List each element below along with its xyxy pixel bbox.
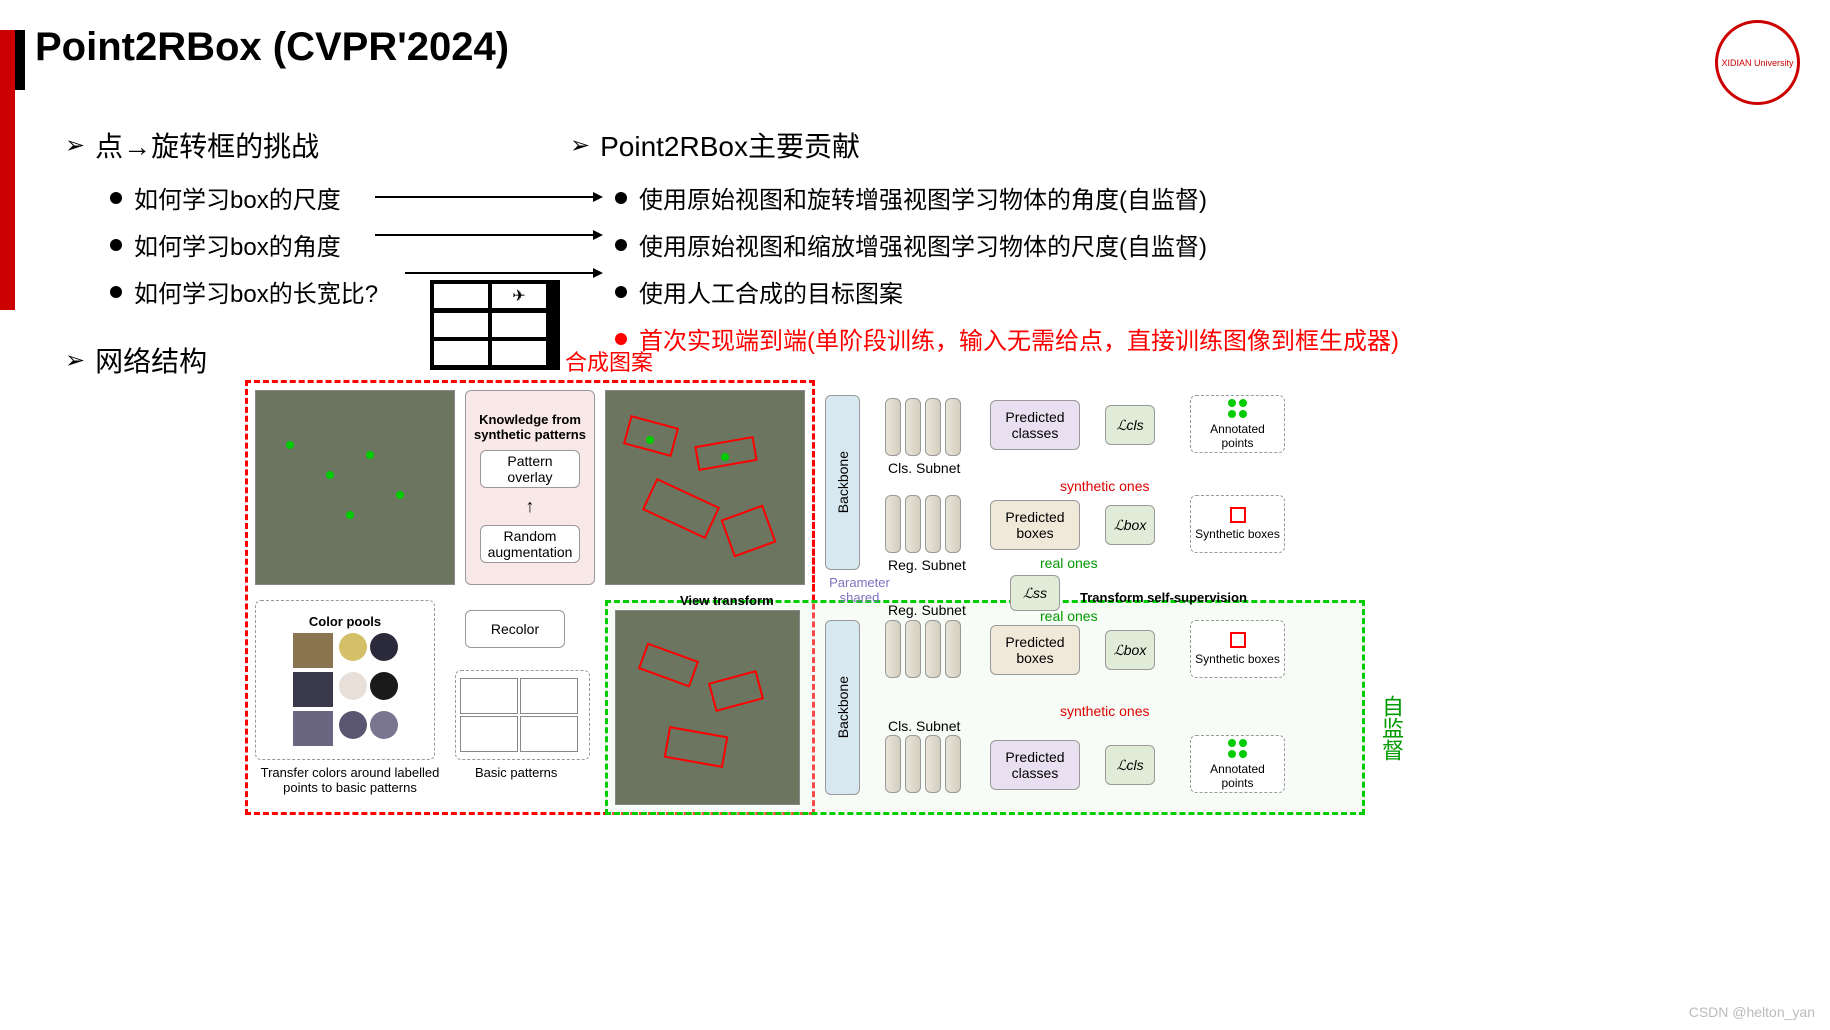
pattern-overlay-box: Pattern overlay xyxy=(480,450,580,488)
knowledge-box: Knowledge from synthetic patterns Patter… xyxy=(465,390,595,585)
arrow-1 xyxy=(375,196,595,198)
annotated-label-2: Annotated points xyxy=(1195,762,1280,790)
accent-bar xyxy=(0,30,15,310)
right-list: 使用原始视图和旋转增强视图学习物体的角度(自监督) 使用原始视图和缩放增强视图学… xyxy=(615,180,1399,356)
reg-subnet-label-top: Reg. Subnet xyxy=(888,557,966,573)
synthetic-label-2: Synthetic boxes xyxy=(1195,652,1280,666)
basic-patterns-box xyxy=(455,670,590,760)
pred-classes-top: Predicted classes xyxy=(990,400,1080,450)
watermark: CSDN @helton_yan xyxy=(1689,1004,1815,1020)
right-section: ➢ Point2RBox主要贡献 使用原始视图和旋转增强视图学习物体的角度(自监… xyxy=(570,125,1399,368)
arrow-3 xyxy=(405,272,595,274)
cls-subnet-bottom xyxy=(885,735,965,793)
bullet-icon xyxy=(615,286,627,298)
bullet-icon xyxy=(110,192,122,204)
backbone-label: Backbone xyxy=(835,451,851,513)
left-item-0: 如何学习box的尺度 xyxy=(110,180,378,215)
bullet-icon xyxy=(110,239,122,251)
self-supervision-label: 自监督 xyxy=(1375,695,1407,761)
synthetic-ones-top: synthetic ones xyxy=(1060,478,1150,494)
chevron-icon: ➢ xyxy=(65,131,85,160)
right-item-0: 使用原始视图和旋转增强视图学习物体的角度(自监督) xyxy=(615,180,1399,215)
synthetic-label: Synthetic boxes xyxy=(1195,527,1280,541)
right-item-2: 使用人工合成的目标图案 xyxy=(615,274,1399,309)
synthesis-label: 合成图案 xyxy=(565,345,653,377)
left-item-2: 如何学习box的长宽比? xyxy=(110,274,378,309)
param-shared-label: Parameter shared xyxy=(822,575,897,605)
left-item-1: 如何学习box的角度 xyxy=(110,227,378,262)
cls-subnet-top xyxy=(885,398,965,456)
annotated-points-top: Annotated points xyxy=(1190,395,1285,453)
left-list: 如何学习box的尺度 如何学习box的角度 如何学习box的长宽比? xyxy=(110,180,378,309)
loss-cls-top: ℒcls xyxy=(1105,405,1155,445)
network-heading: ➢ 网络结构 xyxy=(65,340,207,380)
bullet-icon xyxy=(110,286,122,298)
right-item-highlight: 首次实现端到端(单阶段训练，输入无需给点，直接训练图像到框生成器) xyxy=(615,321,1399,356)
transform-ss-label: Transform self-supervision xyxy=(1080,590,1247,605)
synthetic-boxes-bottom: Synthetic boxes xyxy=(1190,620,1285,678)
cls-subnet-label-top: Cls. Subnet xyxy=(888,460,960,476)
knowledge-title: Knowledge from synthetic patterns xyxy=(470,412,590,442)
loss-box-bottom: ℒbox xyxy=(1105,630,1155,670)
real-ones-bottom: real ones xyxy=(1040,608,1098,624)
page-title: Point2RBox (CVPR'2024) xyxy=(35,25,509,70)
synthesis-patterns: ✈ xyxy=(430,280,560,370)
item-text: 使用人工合成的目标图案 xyxy=(639,274,903,309)
color-pools-title: Color pools xyxy=(309,614,381,629)
chevron-icon: ➢ xyxy=(570,131,590,160)
input-image-1 xyxy=(255,390,455,585)
university-logo: XIDIAN University xyxy=(1715,20,1800,105)
backbone-top: Backbone xyxy=(825,395,860,570)
image-with-boxes xyxy=(605,390,805,585)
cls-subnet-label-bottom: Cls. Subnet xyxy=(888,718,960,734)
logo-text: XIDIAN University xyxy=(1721,58,1793,68)
bullet-icon xyxy=(615,239,627,251)
backbone-label-2: Backbone xyxy=(835,676,851,738)
real-ones-top: real ones xyxy=(1040,555,1098,571)
backbone-bottom: Backbone xyxy=(825,620,860,795)
loss-ss: ℒss xyxy=(1010,575,1060,611)
synthetic-ones-bottom: synthetic ones xyxy=(1060,703,1150,719)
loss-box-top: ℒbox xyxy=(1105,505,1155,545)
item-text: 使用原始视图和缩放增强视图学习物体的尺度(自监督) xyxy=(639,227,1207,262)
view-transform-image xyxy=(615,610,800,805)
basic-patterns-label: Basic patterns xyxy=(475,765,557,780)
pred-boxes-top: Predicted boxes xyxy=(990,500,1080,550)
left-section: ➢ 点→旋转框的挑战 如何学习box的尺度 如何学习box的角度 如何学习box… xyxy=(65,125,378,321)
right-item-1: 使用原始视图和缩放增强视图学习物体的尺度(自监督) xyxy=(615,227,1399,262)
item-text: 如何学习box的尺度 xyxy=(134,180,341,215)
left-heading-text: 点→旋转框的挑战 xyxy=(95,125,319,165)
highlight-text: 首次实现端到端(单阶段训练，输入无需给点，直接训练图像到框生成器) xyxy=(639,321,1399,356)
random-aug-box: Random augmentation xyxy=(480,525,580,563)
transfer-colors-label: Transfer colors around labelled points t… xyxy=(260,765,440,795)
view-transform-label: View transform xyxy=(680,593,774,608)
bullet-icon-red xyxy=(615,333,627,345)
bullet-icon xyxy=(615,192,627,204)
item-text: 使用原始视图和旋转增强视图学习物体的角度(自监督) xyxy=(639,180,1207,215)
right-heading-text: Point2RBox主要贡献 xyxy=(600,125,860,165)
right-heading: ➢ Point2RBox主要贡献 xyxy=(570,125,1399,165)
loss-cls-bottom: ℒcls xyxy=(1105,745,1155,785)
color-pools-box: Color pools xyxy=(255,600,435,760)
synthetic-boxes-top: Synthetic boxes xyxy=(1190,495,1285,553)
left-heading: ➢ 点→旋转框的挑战 xyxy=(65,125,378,165)
item-text: 如何学习box的长宽比? xyxy=(134,274,378,309)
chevron-icon: ➢ xyxy=(65,346,85,375)
item-text: 如何学习box的角度 xyxy=(134,227,341,262)
pred-boxes-bottom: Predicted boxes xyxy=(990,625,1080,675)
network-text: 网络结构 xyxy=(95,340,207,380)
reg-subnet-bottom xyxy=(885,620,965,678)
pred-classes-bottom: Predicted classes xyxy=(990,740,1080,790)
recolor-box: Recolor xyxy=(465,610,565,648)
reg-subnet-label-bottom: Reg. Subnet xyxy=(888,602,966,618)
annotated-points-bottom: Annotated points xyxy=(1190,735,1285,793)
arrow-2 xyxy=(375,234,595,236)
reg-subnet-top xyxy=(885,495,965,553)
annotated-label: Annotated points xyxy=(1195,422,1280,450)
up-arrow-icon: ↑ xyxy=(526,496,535,517)
